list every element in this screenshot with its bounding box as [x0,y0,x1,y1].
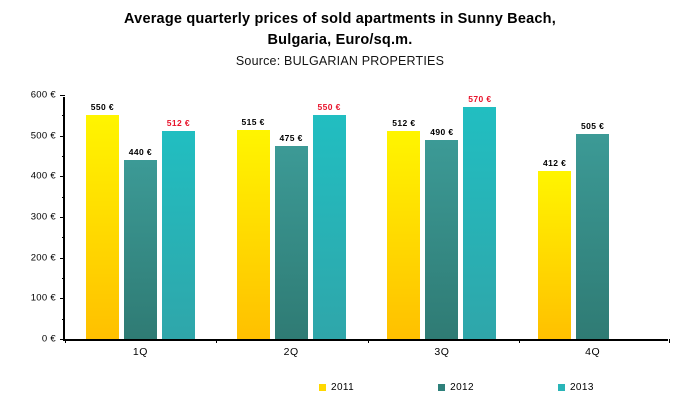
chart-header: Average quarterly prices of sold apartme… [20,9,660,70]
bar-groups: 550 € 440 € 512 € 1Q 515 € 475 € 550 € 2Q 512 € 4… [65,94,668,358]
chart-source: Source: BULGARIAN PROPERTIES [235,54,445,68]
y-minor-tick [62,115,65,117]
bar-slot: 505 € [576,121,610,339]
bar-value-label: 505 € [580,121,605,131]
x-tick-label: 2Q [283,346,299,358]
y-minor-tick [62,278,65,279]
x-boundary-tick [216,339,218,343]
bar-slot: 440 € [123,147,157,339]
legend: 2011 2012 2013 [319,382,594,393]
x-tick-label: 4Q [585,346,601,358]
bar-value-label: 512 € [166,118,191,128]
bar-group-2q: 515 € 475 € 550 € 2Q [216,97,367,358]
bar-slot: 512 € [387,118,421,339]
bar-group-3q: 512 € 490 € 570 € 3Q [367,94,518,358]
bar-slot: 412 € [538,158,572,339]
bar-slot: 570 € [463,94,497,339]
legend-swatch [557,384,565,391]
y-major-tick [60,95,65,96]
y-tick-label: 200 € [30,252,56,264]
bar-value-label: 550 € [90,102,115,112]
legend-label: 2013 [569,382,594,393]
bar-value-label: 515 € [241,117,265,127]
x-tick-label: 1Q [132,346,148,358]
y-tick-label: 500 € [30,130,56,142]
bar-2012-4q [576,134,610,339]
bar-slot: 490 € [425,127,459,339]
bar-value-label: 440 € [128,147,153,157]
legend-swatch [319,384,326,391]
bar-value-label: 412 € [542,158,567,168]
bar-value-label: 550 € [317,102,341,112]
bar-2012-2q [274,146,308,339]
legend-label: 2012 [450,382,474,393]
bar-group-4q: 412 € 505 € 4Q [517,97,668,358]
y-minor-tick [62,237,65,239]
bar-2011-3q [387,131,421,339]
bar-2013-3q [463,107,497,339]
chart-title-line1: Average quarterly prices of sold apartme… [124,11,556,27]
y-tick-label: 0 € [41,333,56,345]
bar-slot: 515 € [236,117,270,339]
bar-2011-1q [85,115,119,339]
y-major-tick [60,257,65,259]
bar-value-label: 570 € [468,94,492,104]
bar-2011-4q [538,171,572,339]
x-boundary-tick [367,339,369,343]
y-tick-label: 400 € [30,170,56,182]
chart-title-line2: Bulgaria, Euro/sq.m. [267,32,413,48]
y-major-tick [60,176,65,178]
bar-value-label: 512 € [392,118,416,128]
y-tick-label: 600 € [30,89,56,101]
y-major-tick [60,339,65,340]
plot-area: 550 € 440 € 512 € 1Q 515 € 475 € 550 € 2Q 512 € 4… [31,90,670,358]
y-major-tick [60,135,65,137]
bar-group-1q: 550 € 440 € 512 € 1Q [65,97,216,358]
x-tick-label: 3Q [434,346,450,358]
y-minor-tick [62,196,65,198]
x-boundary-tick [518,339,520,343]
bar-2013-2q [312,115,346,339]
bar-slot: 475 € [274,133,308,339]
bar-slot: 512 € [161,118,195,339]
x-boundary-tick [669,339,670,343]
bar-slot: 550 € [312,102,346,339]
x-boundary-tick [65,339,66,343]
bar-2012-3q [425,140,459,339]
y-major-tick [60,298,65,300]
y-tick-label: 300 € [30,211,56,223]
legend-item-2011: 2011 [319,382,354,393]
legend-item-2012: 2012 [438,382,474,393]
y-tick-label: 100 € [30,292,56,304]
y-minor-tick [62,318,65,320]
bar-value-label: 490 € [430,127,454,137]
bar-2011-2q [236,130,270,339]
bar-value-label: 475 € [279,133,303,143]
bar-2012-1q [123,160,157,339]
legend-label: 2011 [331,382,355,393]
y-major-tick [60,217,65,218]
legend-swatch [438,384,446,391]
legend-item-2013: 2013 [557,382,594,393]
bar-slot: 550 € [85,102,119,339]
y-minor-tick [62,156,65,157]
bar-2013-1q [161,131,195,339]
